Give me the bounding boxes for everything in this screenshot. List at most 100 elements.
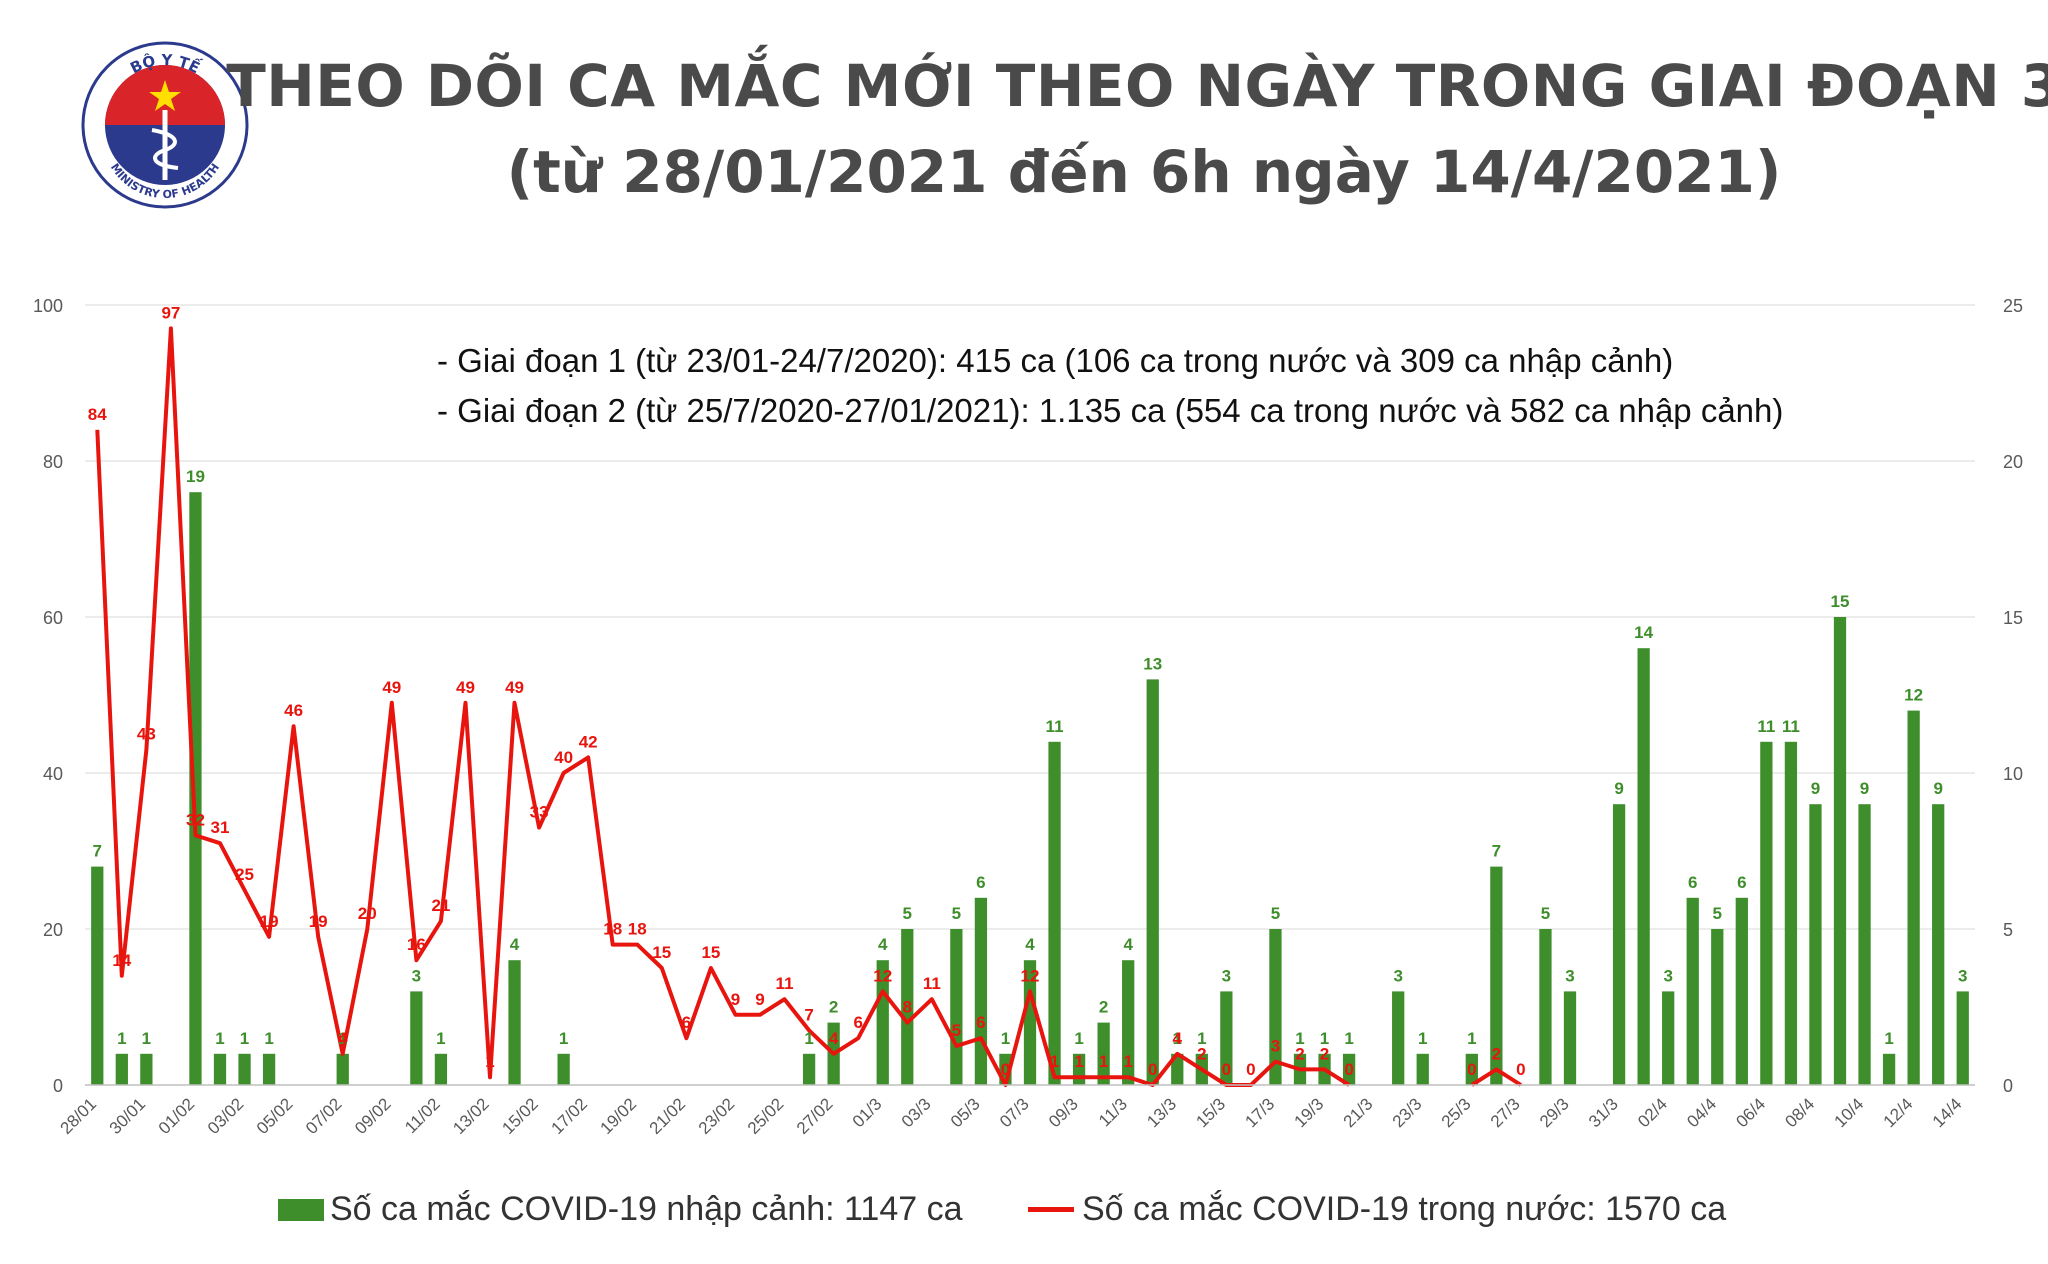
bar xyxy=(1342,1053,1356,1085)
line-value-label: 4 xyxy=(338,1029,348,1048)
bar xyxy=(508,960,521,1085)
bar-value-label: 9 xyxy=(1860,779,1869,798)
line-value-label: 19 xyxy=(260,912,279,931)
domestic-cases-line xyxy=(95,326,1522,1087)
bar-value-label: 6 xyxy=(976,873,985,892)
line-value-label: 8 xyxy=(903,998,912,1017)
bar xyxy=(1882,1053,1896,1085)
legend-label-domestic: Số ca mắc COVID-19 trong nước: 1570 ca xyxy=(1082,1190,1727,1228)
x-tick-label: 01/3 xyxy=(849,1094,886,1131)
x-tick-label: 15/3 xyxy=(1192,1094,1229,1131)
bar-value-label: 1 xyxy=(240,1029,249,1048)
bar-value-label: 14 xyxy=(1634,623,1653,642)
bar-value-label: 6 xyxy=(1737,873,1746,892)
bar-value-label: 19 xyxy=(186,467,205,486)
bar-value-label: 9 xyxy=(1933,779,1942,798)
bar-value-label: 4 xyxy=(878,935,888,954)
line-value-label: 49 xyxy=(456,678,475,697)
line-value-label: 97 xyxy=(161,303,180,322)
line-value-label: 0 xyxy=(1344,1060,1353,1079)
line-value-label: 6 xyxy=(853,1013,862,1032)
line-value-label: 43 xyxy=(137,725,156,744)
bar xyxy=(91,866,104,1085)
line-value-label: 5 xyxy=(952,1021,961,1040)
bar xyxy=(1735,897,1748,1085)
y-left-tick-label: 80 xyxy=(43,452,63,472)
bar-value-label: 1 xyxy=(142,1029,151,1048)
bar xyxy=(974,897,988,1085)
x-tick-label: 05/3 xyxy=(947,1094,984,1131)
line-value-label: 42 xyxy=(579,732,598,751)
legend-label-import: Số ca mắc COVID-19 nhập cảnh: 1147 ca xyxy=(330,1190,963,1228)
bar xyxy=(1711,929,1724,1085)
bar-value-label: 3 xyxy=(1393,966,1402,985)
x-tick-label: 23/3 xyxy=(1389,1094,1426,1131)
x-tick-label: 11/3 xyxy=(1095,1094,1131,1130)
bar xyxy=(1760,741,1773,1085)
bar xyxy=(1465,1053,1478,1085)
bar-value-label: 1 xyxy=(436,1029,445,1048)
bar-value-label: 1 xyxy=(1320,1029,1329,1048)
bar-value-label: 1 xyxy=(1467,1029,1476,1048)
chart-legend: Số ca mắc COVID-19 nhập cảnh: 1147 ca Số… xyxy=(0,1190,2048,1250)
chart-title: THEO DÕI CA MẮC MỚI THEO NGÀY TRONG GIAI… xyxy=(226,52,2048,120)
line-value-label: 84 xyxy=(88,405,107,424)
line-value-label: 25 xyxy=(235,865,254,884)
bar-value-label: 11 xyxy=(1046,717,1064,736)
note-phase-1: - Giai đoạn 1 (từ 23/01-24/7/2020): 415 … xyxy=(437,342,1674,379)
bar-value-label: 5 xyxy=(1271,904,1280,923)
line-value-label: 9 xyxy=(731,990,740,1009)
x-tick-label: 27/3 xyxy=(1487,1094,1524,1131)
bar xyxy=(238,1053,251,1085)
x-tick-label: 07/02 xyxy=(302,1094,346,1138)
bar-value-label: 3 xyxy=(1222,966,1231,985)
bar xyxy=(1269,929,1282,1085)
line-value-label: 6 xyxy=(976,1013,985,1032)
bar xyxy=(1146,679,1159,1085)
bar-value-label: 1 xyxy=(804,1029,813,1048)
line-segment xyxy=(95,326,1351,1087)
bar xyxy=(1956,991,1969,1085)
y-right-tick-label: 20 xyxy=(2003,452,2023,472)
line-value-label: 15 xyxy=(652,943,671,962)
bar-value-label: 3 xyxy=(412,966,421,985)
line-value-label: 1 xyxy=(1050,1052,1059,1071)
x-tick-label: 21/3 xyxy=(1340,1094,1377,1131)
bar xyxy=(336,1053,349,1085)
line-value-label: 0 xyxy=(1516,1060,1525,1079)
bar xyxy=(1563,991,1577,1085)
legend-item-import: Số ca mắc COVID-19 nhập cảnh: 1147 ca xyxy=(278,1190,963,1229)
bar xyxy=(950,929,963,1085)
bar xyxy=(189,492,202,1085)
bar-value-label: 9 xyxy=(1811,779,1820,798)
bar xyxy=(115,1053,128,1085)
line-value-label: 2 xyxy=(1295,1044,1304,1063)
x-tick-label: 04/4 xyxy=(1683,1094,1720,1131)
y-left-tick-label: 0 xyxy=(53,1076,63,1096)
bar-value-label: 2 xyxy=(1099,998,1108,1017)
y-left-tick-label: 20 xyxy=(43,920,63,940)
line-value-label: 3 xyxy=(1271,1037,1280,1056)
line-value-label: 4 xyxy=(829,1029,839,1048)
chart-subtitle: (từ 28/01/2021 đến 6h ngày 14/4/2021) xyxy=(506,138,1782,206)
x-tick-label: 03/02 xyxy=(204,1094,248,1138)
bar-value-label: 11 xyxy=(1757,717,1775,736)
bar xyxy=(1122,960,1135,1085)
line-value-label: 9 xyxy=(755,990,764,1009)
y-left-tick-label: 100 xyxy=(33,296,63,316)
bar-value-label: 12 xyxy=(1904,686,1923,705)
bar xyxy=(213,1053,227,1085)
bar-value-label: 1 xyxy=(1173,1029,1182,1048)
y-right-tick-label: 25 xyxy=(2003,296,2023,316)
x-tick-label: 11/02 xyxy=(401,1094,444,1137)
bar xyxy=(1612,804,1626,1085)
bar-value-label: 1 xyxy=(117,1029,126,1048)
x-tick-label: 07/3 xyxy=(996,1094,1033,1131)
bar-value-label: 4 xyxy=(1123,935,1133,954)
line-value-label: 0 xyxy=(1001,1060,1010,1079)
line-value-label: 11 xyxy=(923,974,941,993)
bar xyxy=(1932,804,1945,1085)
legend-swatch-line xyxy=(1028,1207,1074,1212)
